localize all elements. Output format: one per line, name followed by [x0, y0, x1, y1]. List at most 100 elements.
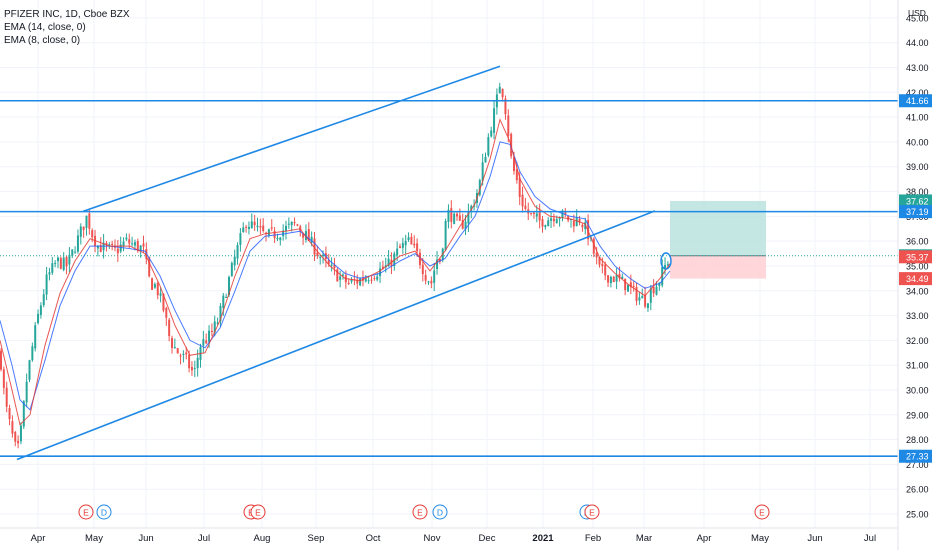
candle-body[interactable] [538, 211, 541, 221]
candle-body[interactable] [649, 288, 652, 303]
candle-body[interactable] [399, 246, 401, 248]
candle-body[interactable] [607, 275, 610, 283]
candle-body[interactable] [225, 297, 228, 299]
candle-body[interactable] [532, 212, 535, 215]
candle-body[interactable] [142, 243, 145, 247]
candle-body[interactable] [438, 258, 441, 262]
candle-body[interactable] [51, 263, 54, 273]
candle-body[interactable] [253, 221, 256, 226]
candle-body[interactable] [578, 219, 581, 223]
candle-body[interactable] [632, 285, 635, 287]
candle-body[interactable] [418, 252, 421, 265]
candle-body[interactable] [250, 221, 253, 229]
candle-body[interactable] [481, 162, 484, 181]
candle-body[interactable] [262, 225, 265, 232]
candle-body[interactable] [153, 283, 156, 288]
candle-body[interactable] [470, 205, 473, 211]
candle-body[interactable] [59, 257, 62, 269]
candle-body[interactable] [436, 259, 439, 269]
candle-body[interactable] [564, 211, 567, 215]
candle-body[interactable] [364, 278, 367, 282]
candle-body[interactable] [552, 218, 555, 222]
candle-body[interactable] [293, 222, 296, 224]
candle-body[interactable] [96, 245, 99, 249]
candle-body[interactable] [572, 220, 575, 227]
candle-body[interactable] [404, 240, 407, 246]
candle-body[interactable] [644, 295, 647, 307]
ema14-line[interactable] [0, 141, 671, 411]
candle-body[interactable] [22, 401, 25, 427]
candle-body[interactable] [530, 212, 533, 214]
candle-body[interactable] [612, 276, 615, 282]
trend-line-2[interactable] [16, 210, 656, 461]
candle-body[interactable] [179, 355, 182, 357]
candle-body[interactable] [621, 276, 624, 279]
candle-body[interactable] [624, 278, 627, 291]
candle-body[interactable] [601, 263, 604, 267]
candle-body[interactable] [544, 225, 547, 228]
trend-line-1[interactable] [82, 65, 501, 213]
candle-body[interactable] [76, 235, 79, 252]
target-zone[interactable] [670, 200, 766, 256]
candle-body[interactable] [205, 340, 208, 344]
candle-body[interactable] [34, 325, 37, 349]
candle-body[interactable] [125, 237, 128, 240]
candle-body[interactable] [333, 264, 336, 269]
candle-body[interactable] [427, 281, 430, 283]
candle-body[interactable] [139, 245, 142, 252]
candle-body[interactable] [74, 251, 77, 253]
candle-body[interactable] [236, 245, 239, 259]
candle-body[interactable] [233, 256, 236, 266]
candle-body[interactable] [128, 239, 131, 244]
candle-body[interactable] [504, 98, 507, 115]
candle-body[interactable] [196, 357, 199, 369]
candle-body[interactable] [245, 226, 248, 228]
candle-body[interactable] [367, 280, 370, 282]
candle-body[interactable] [108, 244, 111, 246]
candle-body[interactable] [541, 219, 544, 227]
candle-body[interactable] [587, 220, 590, 240]
candle-body[interactable] [424, 275, 427, 281]
candle-body[interactable] [151, 278, 154, 290]
candle-body[interactable] [401, 243, 404, 248]
candle-body[interactable] [148, 256, 151, 277]
candle-body[interactable] [17, 440, 20, 444]
candle-body[interactable] [25, 381, 28, 403]
candle-body[interactable] [467, 211, 470, 224]
candle-body[interactable] [105, 243, 108, 246]
candle-body[interactable] [498, 86, 501, 94]
candle-body[interactable] [282, 230, 285, 237]
candle-body[interactable] [171, 338, 173, 348]
candle-body[interactable] [259, 226, 262, 228]
earnings-event-marker[interactable]: E [78, 504, 94, 520]
candle-body[interactable] [42, 294, 45, 306]
candle-body[interactable] [48, 272, 51, 275]
candle-body[interactable] [430, 280, 433, 284]
candle-body[interactable] [11, 421, 14, 434]
candle-body[interactable] [88, 213, 91, 229]
candle-body[interactable] [507, 115, 510, 136]
candle-body[interactable] [230, 262, 233, 276]
candle-body[interactable] [450, 208, 453, 222]
candle-body[interactable] [376, 276, 379, 280]
candle-body[interactable] [247, 226, 250, 229]
candle-body[interactable] [550, 218, 553, 221]
legend-ema14[interactable]: EMA (14, close, 0) [4, 22, 86, 33]
candle-body[interactable] [652, 286, 655, 294]
candle-body[interactable] [350, 279, 353, 282]
candle-body[interactable] [558, 218, 561, 220]
candle-body[interactable] [19, 425, 22, 442]
candle-body[interactable] [381, 266, 384, 269]
candle-body[interactable] [493, 108, 496, 133]
candle-body[interactable] [561, 210, 564, 218]
candle-body[interactable] [193, 368, 196, 370]
candle-body[interactable] [185, 352, 188, 355]
candle-body[interactable] [373, 278, 376, 280]
candle-body[interactable] [190, 366, 193, 371]
price-label-37.19[interactable]: 37.19 [899, 205, 932, 219]
candle-body[interactable] [8, 408, 11, 420]
candle-body[interactable] [646, 303, 649, 308]
candle-body[interactable] [116, 248, 119, 254]
candle-body[interactable] [45, 274, 48, 295]
